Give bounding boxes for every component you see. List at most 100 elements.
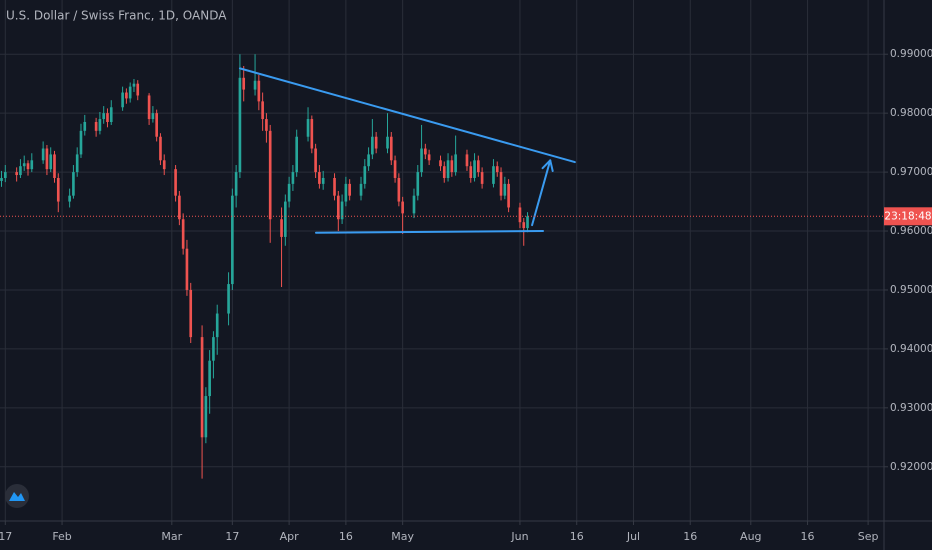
candle-body: [238, 77, 242, 173]
candle-body: [79, 130, 83, 155]
candle-body: [204, 396, 208, 438]
candle-body: [374, 136, 378, 149]
candle-body: [344, 183, 348, 202]
candle-body: [465, 154, 469, 167]
candle-body: [189, 289, 193, 338]
candle-body: [280, 219, 283, 237]
candle-body: [480, 172, 484, 184]
candle-body: [0, 177, 3, 181]
candle-body: [49, 154, 53, 170]
logo: [5, 484, 29, 508]
candle-body: [336, 195, 340, 220]
candle-body: [495, 166, 499, 173]
x-tick-label: Feb: [52, 530, 71, 543]
y-tick-label: 0.99000: [890, 48, 932, 60]
candle-body: [348, 183, 351, 196]
candle-body: [132, 83, 136, 87]
candle-body: [401, 201, 404, 214]
candle-body: [450, 160, 454, 173]
candle-body: [503, 183, 507, 196]
candle-body: [200, 337, 204, 438]
candle-body: [393, 160, 397, 178]
candle-body: [15, 172, 18, 176]
candle-body: [306, 119, 310, 137]
candle-body: [72, 172, 75, 196]
trendline: [314, 230, 545, 234]
candle-body: [181, 219, 185, 249]
candle-body: [185, 248, 189, 290]
x-tick-label: 16: [683, 530, 697, 543]
candle-body: [268, 130, 272, 220]
trendline: [238, 67, 576, 164]
candle-body: [136, 83, 140, 96]
candle-body: [106, 113, 109, 122]
candle-body: [397, 177, 401, 202]
candle-body: [174, 169, 177, 196]
candle-body: [30, 160, 34, 170]
candle-body: [518, 207, 522, 223]
x-tick-label: 16: [801, 530, 815, 543]
candle-body: [155, 113, 158, 137]
candle-body: [83, 121, 87, 131]
candle-body: [147, 95, 151, 120]
candle-body: [469, 166, 473, 178]
x-tick-label: 17: [0, 530, 12, 543]
candle-body: [162, 160, 166, 170]
candle-body: [98, 119, 102, 131]
candle-body: [22, 163, 26, 167]
candle-body: [26, 163, 30, 170]
candle-body: [442, 166, 446, 178]
candle-body: [94, 121, 98, 131]
x-tick-label: Jul: [626, 530, 640, 543]
candle-body: [367, 154, 370, 167]
x-tick-label: May: [391, 530, 414, 543]
candle-body: [522, 222, 526, 229]
candle-body: [477, 160, 480, 173]
arrow: [531, 159, 552, 227]
candle-body: [499, 172, 503, 196]
candle-body: [314, 148, 317, 173]
candle-body: [492, 166, 495, 184]
candle-body: [321, 177, 325, 184]
x-tick-label: 16: [570, 530, 584, 543]
candle-body: [257, 80, 261, 102]
candle-body: [318, 172, 321, 184]
candle-body: [109, 107, 113, 122]
candle-body: [265, 119, 268, 131]
candle-body: [68, 195, 71, 202]
y-tick-label: 0.96000: [890, 225, 932, 237]
candle-body: [125, 92, 128, 99]
candle-body: [371, 136, 374, 155]
x-tick-label: Apr: [280, 530, 300, 543]
candle-body: [424, 148, 427, 155]
x-tick-label: Sep: [858, 530, 879, 543]
candle-body: [291, 172, 295, 184]
candle-body: [231, 195, 234, 285]
y-tick-label: 0.92000: [890, 461, 932, 473]
candle-body: [159, 136, 162, 161]
y-tick-label: 0.94000: [890, 343, 932, 355]
candle-body: [227, 284, 230, 314]
candle-body: [212, 337, 215, 361]
chart-title: U.S. Dollar / Swiss Franc, 1D, OANDA: [6, 9, 227, 23]
candle-body: [439, 160, 442, 167]
candle-body: [359, 183, 363, 196]
x-tick-label: Jun: [510, 530, 528, 543]
candle-body: [284, 201, 287, 237]
candle-body: [261, 101, 264, 120]
candle-body: [526, 216, 529, 229]
candle-body: [56, 177, 60, 202]
x-tick-label: 17: [225, 530, 239, 543]
candle-body: [386, 136, 389, 149]
y-tick-label: 0.97000: [890, 166, 932, 178]
candle-body: [253, 80, 257, 90]
candle-body: [242, 77, 246, 90]
candle-body: [19, 166, 22, 176]
candle-body: [128, 86, 132, 99]
y-tick-label: 0.98000: [890, 107, 932, 119]
y-tick-label: 0.93000: [890, 402, 932, 414]
x-tick-label: 16: [339, 530, 353, 543]
candle-body: [389, 136, 393, 161]
